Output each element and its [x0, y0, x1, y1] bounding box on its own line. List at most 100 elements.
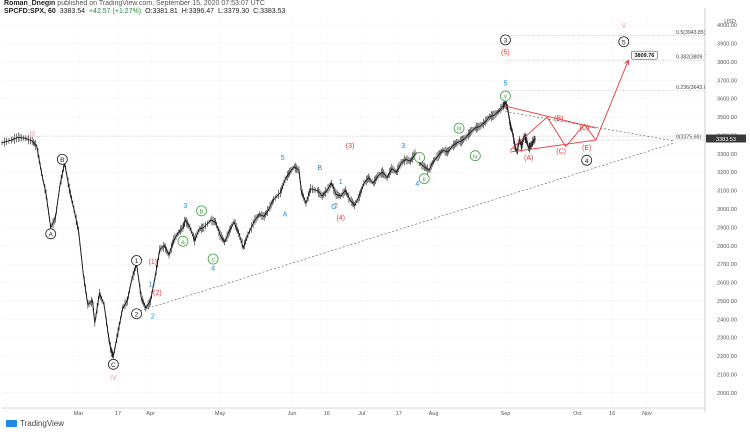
wave-labels: IIIABCIV12(1)(2)123bac4(3)5ABC21(4)3iii4…: [29, 23, 630, 382]
price-tick-label: 3100.00: [717, 189, 737, 195]
price-tick-label: 3800.00: [717, 60, 737, 66]
wave-label: (3): [346, 143, 355, 150]
wave-label: a: [181, 239, 185, 246]
price-tick-label: 3500.00: [717, 115, 737, 121]
chart-grid: [2, 16, 705, 408]
wave-label-circle: [469, 150, 481, 162]
open-value: O:3381.81: [145, 8, 178, 15]
time-axis[interactable]: Mar 17 Apr May Jun 16 Jul 17 Aug Sep Oct 16 Nov: [2, 407, 705, 417]
price-tick-label: 3200.00: [717, 170, 737, 176]
price-tick-label: 2600.00: [717, 281, 737, 287]
breakout-arrow-line: [595, 59, 629, 141]
wave-label-circle: [500, 90, 511, 102]
tradingview-icon: [6, 420, 17, 427]
low-value: L:3379.30: [218, 8, 250, 15]
fib-level-label: 0.382(3809.76): [676, 55, 711, 61]
high-value: H:3396.47: [181, 8, 215, 15]
wave-label-circle: [414, 152, 426, 163]
fib-levels: 0.5(3943.85) 0.382(3809.76) 0.236(3643.85)…: [2, 30, 711, 140]
close-value: C:3383.53: [253, 8, 286, 15]
time-tick-label: 16: [609, 411, 615, 417]
wave-label-circle: [131, 255, 142, 266]
wave-label-circle: [56, 153, 68, 165]
price-tick-label: 3700.00: [717, 78, 737, 84]
target-label: 3809.76: [634, 53, 654, 59]
wave-label: 5: [281, 155, 285, 162]
price-tick-label: 2300.00: [717, 336, 737, 342]
wave-label-circle: [418, 173, 430, 185]
wave-label-circle: [618, 36, 630, 48]
author-name[interactable]: Roman_Dnegin: [4, 0, 56, 7]
triangle-upper: [505, 105, 597, 129]
wave-label: c: [212, 257, 216, 264]
wave-label-circle: [581, 154, 593, 166]
published-text: published on TradingView.com, September …: [57, 0, 265, 7]
time-tick-label: May: [215, 411, 226, 417]
wave-label: 2: [151, 314, 155, 321]
wave-label: 1: [135, 258, 139, 265]
last-price-tag-label: 3383.53: [716, 137, 736, 143]
currency-label: USD: [724, 19, 736, 25]
price-axis[interactable]: USD 2000.00 2100.00 2200.00 2300.00 2400.00 25…: [704, 0, 750, 430]
price-tick-label: 3900.00: [717, 42, 737, 48]
symbol-label[interactable]: SPCFD:SPX, 60: [4, 8, 56, 15]
wave-label: III: [29, 131, 35, 138]
price-tick-label: 2800.00: [717, 244, 737, 250]
price-tick-label: 2200.00: [717, 354, 737, 360]
wave-label: 3: [504, 37, 508, 44]
time-tick-label: Sep: [501, 411, 511, 417]
wave-label: iv: [473, 153, 478, 160]
wave-label: IV: [110, 375, 117, 382]
time-tick-label: Mar: [74, 411, 84, 417]
wave-label-circle: [196, 205, 207, 217]
wave-label: (B): [554, 116, 563, 123]
brand-label: TradingView: [20, 419, 65, 428]
wave-label: 5: [504, 81, 508, 88]
price-series: [1, 98, 536, 360]
wave-label: C: [111, 362, 116, 369]
wave-label: 3: [183, 203, 187, 210]
wave-label: B: [318, 165, 323, 172]
wave-label: ii: [423, 176, 426, 183]
wave-label: (A): [524, 155, 533, 162]
fib-level-label: 0(3375.66): [676, 134, 701, 140]
price-tick-label: 3600.00: [717, 97, 737, 103]
price-tick-label: 2000.00: [717, 391, 737, 397]
wave-label: C: [331, 204, 336, 211]
last-price-tag: [706, 134, 746, 143]
wave-label: (5): [501, 49, 510, 56]
wave-label: (E): [582, 145, 591, 152]
wave-label: V: [621, 23, 626, 30]
price-tick-label: 2700.00: [717, 262, 737, 268]
time-tick-label: Oct: [573, 411, 582, 417]
wave-label: 1: [149, 282, 153, 289]
wave-label-circle: [500, 34, 511, 46]
wave-label: i: [419, 155, 420, 162]
wave-label: 2: [334, 203, 338, 210]
wave-label: A: [49, 231, 54, 238]
wave-label: A: [283, 212, 288, 219]
wave-label: (2): [153, 290, 162, 297]
publisher-line: Roman_Dnegin published on TradingView.co…: [4, 0, 265, 7]
wave-label-circle: [131, 308, 142, 320]
time-tick-label: 17: [396, 411, 402, 417]
price-tick-label: 3300.00: [717, 152, 737, 158]
time-tick-label: 16: [324, 411, 330, 417]
wave-label: 4: [211, 265, 215, 272]
triangle-lower: [510, 139, 597, 153]
wave-label: 4: [415, 181, 419, 188]
wave-label-circle: [177, 235, 189, 247]
time-tick-label: Apr: [146, 411, 155, 417]
time-tick-label: Aug: [429, 411, 439, 417]
trendlines: [136, 111, 675, 313]
wave-label: (C): [556, 149, 566, 156]
tradingview-logo[interactable]: TradingView: [6, 419, 64, 428]
time-tick-label: 17: [115, 411, 121, 417]
price-axis-bg: [705, 0, 750, 430]
triangle-pattern: 3809.76: [505, 50, 658, 153]
triangle-path: [509, 116, 597, 151]
time-tick-label: Jul: [358, 411, 365, 417]
time-tick-label: Jun: [288, 411, 297, 417]
